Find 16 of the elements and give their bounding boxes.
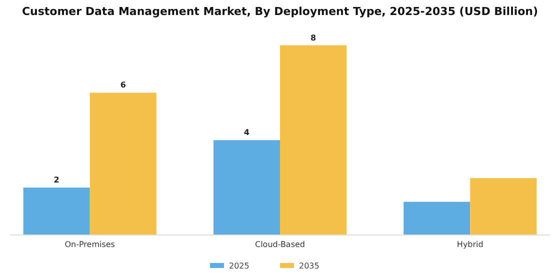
data-label: 4: [244, 128, 250, 138]
legend-label: 2035: [299, 262, 320, 270]
chart-title: Customer Data Management Market, By Deployment Type, 2025-2035 (USD Billion): [22, 5, 538, 18]
x-tick-label: On-Premises: [64, 240, 115, 249]
bar: [470, 178, 537, 235]
data-label: 2: [54, 176, 60, 185]
bar: [213, 140, 280, 235]
bar: [90, 92, 156, 235]
x-tick-label: Hybrid: [456, 240, 484, 249]
x-tick-label: Cloud-Based: [254, 240, 306, 249]
legend-label: 2025: [229, 262, 250, 270]
bar: [23, 188, 90, 235]
bar: [280, 45, 347, 235]
data-label: 6: [120, 80, 126, 90]
bar: [404, 202, 470, 235]
data-label: 8: [310, 33, 316, 42]
